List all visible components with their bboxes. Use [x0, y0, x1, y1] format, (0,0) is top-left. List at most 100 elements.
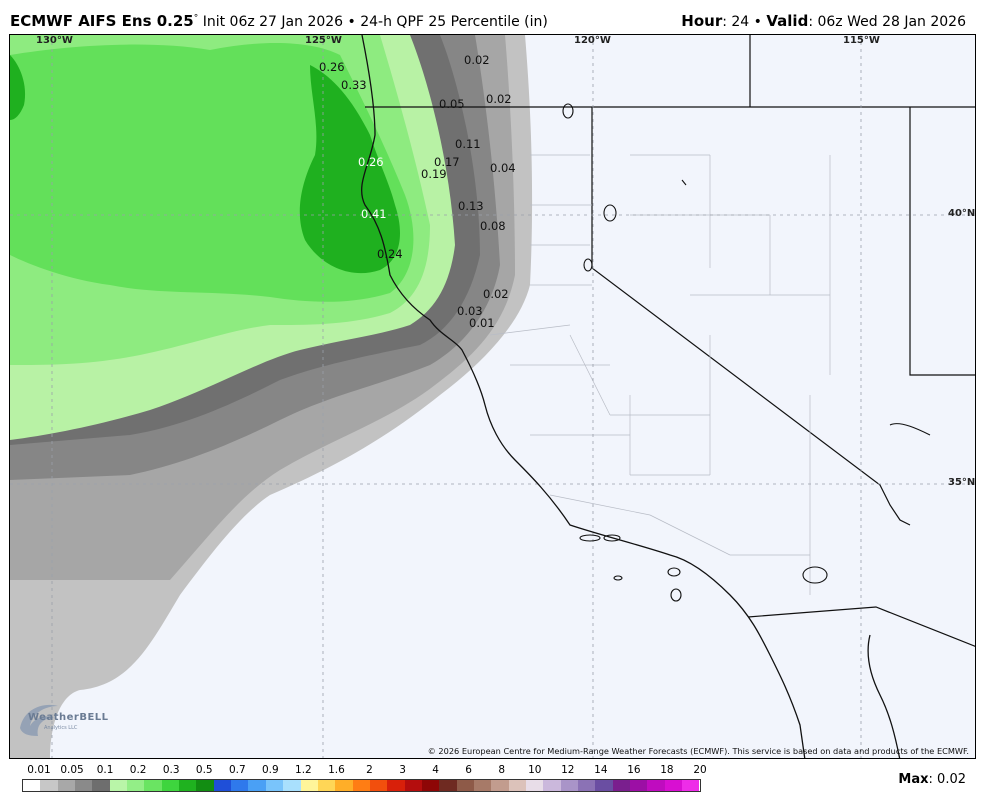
point-value: 0.02: [486, 92, 512, 106]
point-value: 0.11: [455, 137, 481, 151]
legend-colorbar: [22, 779, 701, 792]
legend-swatch: [127, 780, 145, 791]
logo-subtext: Analytics LLC: [44, 725, 78, 731]
legend-swatch: [473, 780, 492, 791]
legend-swatch: [161, 780, 180, 791]
legend-swatch: [456, 780, 474, 791]
legend-tick-label: 0.1: [96, 764, 114, 776]
legend-swatch: [630, 780, 648, 791]
legend-tick-label: 1.6: [328, 764, 345, 776]
point-value: 0.05: [439, 97, 465, 111]
legend-tick-label: 4: [432, 764, 439, 776]
legend-swatch: [335, 780, 353, 791]
max-value: Max: 0.02: [898, 772, 966, 787]
lakes: [562, 103, 931, 436]
legend-swatch: [387, 780, 405, 791]
weatherbell-logo: WeatherBELL Analytics LLC: [14, 698, 108, 742]
legend-swatch: [40, 780, 58, 791]
point-value: 0.13: [458, 199, 484, 213]
point-value: 0.17: [434, 155, 460, 169]
color-legend: 0.01 0.05 0.1 0.2 0.3 0.5 0.7 0.9 1.2 1.6 2 3 4 6 8 10 1…: [22, 764, 707, 796]
legend-swatch: [404, 780, 422, 791]
legend-swatch: [248, 780, 266, 791]
precipitation-map[interactable]: 130°W 125°W 120°W 115°W 40°N 35°N 0.26 0…: [9, 34, 976, 759]
valid-value: : 06z Wed 28 Jan 2026: [808, 14, 966, 30]
point-value: 0.01: [469, 316, 495, 330]
legend-tick-label: 12: [561, 764, 575, 776]
lon-label-120w: 120°W: [574, 35, 611, 46]
legend-tick-label: 18: [660, 764, 674, 776]
legend-swatch: [439, 780, 457, 791]
copyright-notice: © 2026 European Centre for Medium-Range …: [427, 746, 969, 756]
legend-swatch: [283, 780, 301, 791]
max-label: Max: [898, 772, 929, 787]
point-value: 0.19: [421, 167, 447, 181]
legend-tick-label: 0.7: [228, 764, 246, 776]
coastline: [361, 35, 806, 758]
map-title: ECMWF AIFS Ens 0.25° Init 06z 27 Jan 202…: [10, 12, 548, 30]
legend-swatch: [196, 780, 214, 791]
point-value: 0.04: [490, 161, 516, 175]
valid-label: Valid: [766, 12, 809, 30]
legend-swatch: [265, 780, 284, 791]
legend-swatch: [664, 780, 683, 791]
legend-tick-label: 0.9: [261, 764, 279, 776]
legend-swatch: [525, 780, 544, 791]
logo-text: WeatherBELL: [28, 712, 109, 723]
legend-tick-label: 1.2: [295, 764, 312, 776]
legend-swatch: [75, 780, 93, 791]
map-canvas: [10, 35, 975, 758]
legend-swatch: [109, 780, 128, 791]
point-value: 0.02: [464, 53, 490, 67]
legend-swatch: [491, 780, 509, 791]
point-value: 0.41: [361, 207, 387, 221]
legend-swatch: [595, 780, 613, 791]
legend-tick-label: 14: [594, 764, 608, 776]
point-value: 0.02: [483, 287, 509, 301]
legend-tick-label: 3: [399, 764, 406, 776]
legend-swatch: [647, 780, 665, 791]
legend-tick-label: 0.01: [27, 764, 51, 776]
point-value: 0.24: [377, 247, 403, 261]
lon-label-115w: 115°W: [843, 35, 880, 46]
channel-islands: [579, 534, 828, 602]
max-number: : 0.02: [928, 772, 966, 787]
legend-tick-label: 0.5: [195, 764, 213, 776]
legend-swatch: [369, 780, 388, 791]
legend-swatch: [352, 780, 370, 791]
legend-tick-label: 0.3: [162, 764, 180, 776]
point-value: 0.08: [480, 219, 506, 233]
lat-label-35n: 35°N: [948, 477, 976, 488]
legend-swatch: [213, 780, 232, 791]
legend-swatch: [300, 780, 318, 791]
legend-swatch: [179, 780, 197, 791]
point-value: 0.26: [358, 155, 384, 169]
product-description: Init 06z 27 Jan 2026 • 24-h QPF 25 Perce…: [202, 14, 548, 30]
legend-tick-label: 16: [627, 764, 641, 776]
lat-label-40n: 40°N: [948, 208, 976, 219]
legend-swatch: [682, 780, 700, 791]
legend-tick-label: 6: [465, 764, 472, 776]
legend-swatch: [231, 780, 249, 791]
degree-symbol: °: [193, 13, 199, 24]
legend-swatch: [317, 780, 336, 791]
legend-swatch: [23, 780, 41, 791]
legend-swatch: [543, 780, 561, 791]
legend-tick-label: 20: [693, 764, 707, 776]
model-name: ECMWF AIFS Ens 0.25: [10, 12, 194, 30]
legend-tick-label: 0.2: [129, 764, 147, 776]
qpf-shade-0-9b: [10, 55, 26, 120]
logo-swirl-icon: [20, 704, 58, 736]
hour-label: Hour: [681, 12, 723, 30]
lon-label-130w: 130°W: [36, 35, 73, 46]
legend-tick-label: 0.05: [60, 764, 84, 776]
valid-time: Hour: 24 • Valid: 06z Wed 28 Jan 2026: [681, 12, 966, 30]
county-lines: [489, 154, 831, 595]
state-borders: [365, 35, 975, 647]
legend-swatch: [57, 780, 76, 791]
legend-swatch: [578, 780, 596, 791]
hour-value: : 24 •: [722, 14, 762, 30]
legend-swatch: [421, 780, 440, 791]
legend-swatch: [92, 780, 110, 791]
point-value: 0.26: [319, 60, 345, 74]
